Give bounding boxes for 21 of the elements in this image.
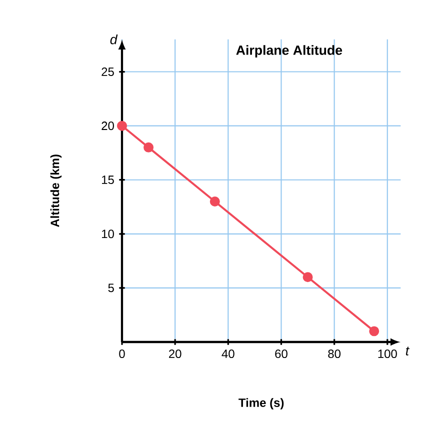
point xyxy=(117,120,127,131)
x-tick-label: 60 xyxy=(275,350,288,358)
y-axis-title: Altitude (km) xyxy=(50,154,62,228)
x-tick-label: 40 xyxy=(222,350,234,358)
x-tick-label: 80 xyxy=(328,350,341,358)
y-tick-label: 5 xyxy=(108,284,114,292)
y-tick-label: 20 xyxy=(102,122,114,130)
y-tick-label: 10 xyxy=(102,230,114,238)
text: t xyxy=(406,346,410,356)
chart-title: Airplane Altitude xyxy=(236,45,342,58)
point xyxy=(144,142,154,152)
point xyxy=(302,272,313,282)
y-tick-label: 15 xyxy=(102,176,114,184)
y-tick-label: 25 xyxy=(102,68,114,76)
x-tick-label: 0 xyxy=(119,350,125,358)
point xyxy=(210,196,220,206)
x-tick-label: 100 xyxy=(378,350,397,358)
point xyxy=(369,326,380,336)
text: d xyxy=(110,34,118,44)
x-tick-label: 20 xyxy=(169,350,182,358)
x-axis-title: Time (s) xyxy=(238,398,284,410)
